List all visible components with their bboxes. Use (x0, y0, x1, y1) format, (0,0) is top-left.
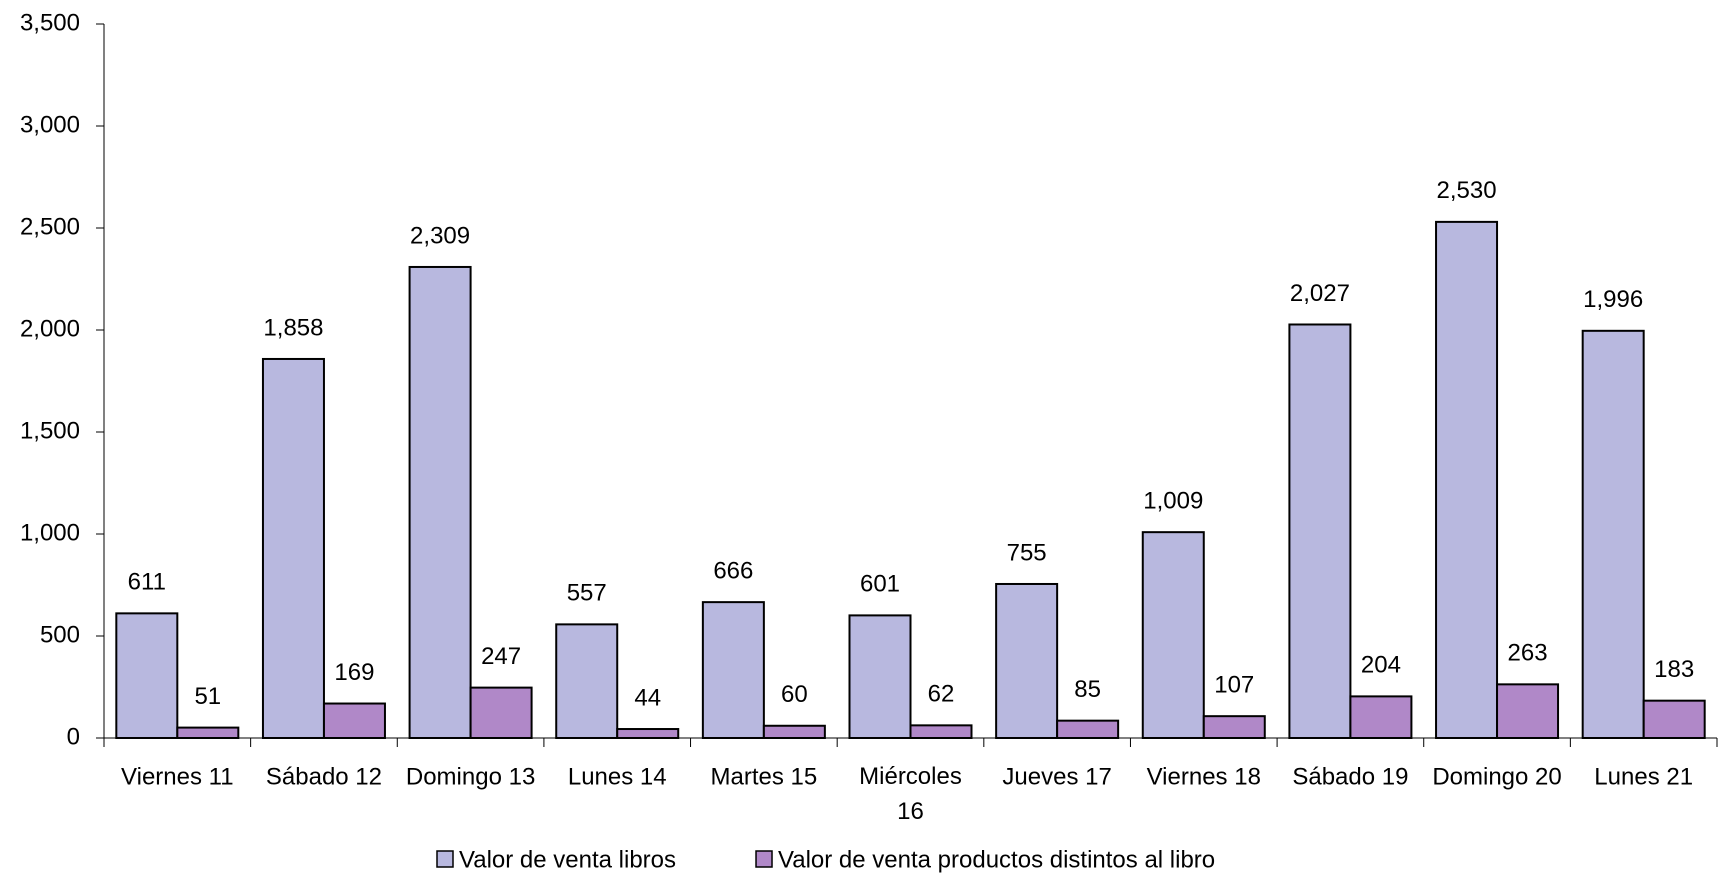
y-tick-label: 0 (67, 723, 80, 750)
y-tick-label: 2,000 (20, 315, 80, 342)
x-tick-label: Jueves 17 (1002, 763, 1111, 790)
legend-label: Valor de venta libros (459, 846, 676, 873)
data-label: 2,309 (410, 222, 470, 249)
data-label: 183 (1654, 656, 1694, 683)
bar (1202, 715, 1266, 739)
data-label: 2,530 (1437, 177, 1497, 204)
bar (261, 357, 325, 739)
data-label: 2,027 (1290, 280, 1350, 307)
x-tick-label: Sábado 12 (266, 763, 382, 790)
data-label: 263 (1508, 640, 1548, 667)
x-tick-label: Sábado 19 (1292, 763, 1408, 790)
x-tick-label: Domingo 20 (1432, 763, 1561, 790)
data-label: 611 (128, 569, 166, 596)
data-label: 51 (194, 683, 221, 710)
data-label: 755 (1007, 539, 1047, 566)
bar (909, 724, 973, 739)
bar (555, 623, 619, 740)
data-label: 247 (481, 643, 521, 670)
y-tick-label: 1,500 (20, 417, 80, 444)
bar (616, 728, 680, 739)
bar (408, 265, 472, 739)
y-tick-label: 500 (40, 621, 80, 648)
data-label: 169 (334, 659, 374, 686)
bar (1581, 329, 1645, 739)
x-tick-label: Viernes 11 (121, 763, 234, 790)
data-label: 557 (567, 580, 607, 607)
bar (1288, 323, 1352, 739)
bar (1349, 695, 1413, 739)
data-label: 107 (1214, 672, 1254, 699)
x-tick-label: Viernes 18 (1147, 763, 1261, 790)
data-label: 1,009 (1143, 488, 1203, 515)
bar (322, 702, 386, 739)
data-label: 1,858 (263, 314, 323, 341)
bar (995, 582, 1059, 739)
bar (469, 686, 533, 739)
y-tick-label: 3,000 (20, 111, 80, 138)
bar (176, 726, 240, 740)
legend-swatch (436, 850, 454, 868)
x-tick-label: Miércoles 16 (859, 763, 962, 825)
bar (762, 724, 826, 740)
x-tick-label: Lunes 14 (568, 763, 667, 790)
data-label: 85 (1074, 676, 1101, 703)
bar (1435, 220, 1499, 739)
bar (1056, 719, 1120, 739)
data-label: 60 (781, 681, 808, 708)
data-label: 601 (860, 571, 900, 598)
bar (1496, 683, 1560, 740)
bar (848, 614, 912, 739)
data-label: 204 (1361, 652, 1401, 679)
bar (1141, 531, 1205, 739)
x-tick-label: Martes 15 (711, 763, 818, 790)
x-tick-label: Lunes 21 (1594, 763, 1693, 790)
legend-swatch (755, 850, 773, 868)
data-label: 1,996 (1583, 286, 1643, 313)
y-tick-label: 2,500 (20, 213, 80, 240)
x-tick-label: Domingo 13 (406, 763, 535, 790)
bar (1642, 699, 1706, 740)
bar (701, 601, 765, 739)
y-tick-label: 1,000 (20, 519, 80, 546)
data-label: 44 (634, 684, 661, 711)
data-label: 62 (928, 681, 955, 708)
bar (115, 612, 179, 740)
data-label: 666 (713, 557, 753, 584)
legend-label: Valor de venta productos distintos al li… (778, 846, 1215, 873)
y-tick-label: 3,500 (20, 9, 80, 36)
